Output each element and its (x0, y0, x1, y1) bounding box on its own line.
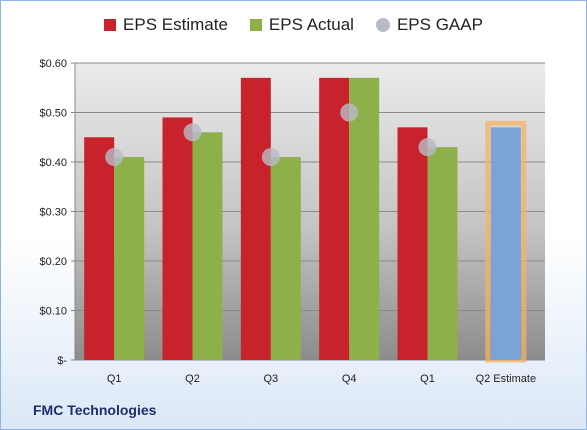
y-tick-label: $0.40 (39, 157, 67, 169)
legend: EPS Estimate EPS Actual EPS GAAP (1, 15, 586, 35)
legend-item-eps-estimate: EPS Estimate (104, 15, 228, 35)
bar-eps-actual (349, 77, 380, 360)
x-tick-label: Q3 (263, 373, 278, 385)
y-tick-label: $0.60 (39, 58, 67, 70)
legend-item-eps-gaap: EPS GAAP (375, 15, 483, 35)
marker-eps-gaap (105, 148, 124, 167)
legend-swatch-eps-actual (249, 19, 262, 31)
x-tick-label: Q2 (185, 373, 200, 385)
legend-label-eps-estimate: EPS Estimate (123, 15, 228, 34)
x-tick-label: Q1 (107, 373, 122, 385)
bar-eps-actual (427, 147, 458, 360)
bar-eps-estimate (84, 137, 115, 360)
y-tick-label: $0.30 (39, 207, 67, 219)
legend-swatch-eps-gaap (375, 18, 390, 32)
y-tick-label: $0.10 (39, 306, 67, 318)
bar-eps-actual (192, 132, 223, 360)
legend-swatch-eps-estimate (104, 19, 117, 31)
marker-eps-gaap (340, 103, 359, 122)
legend-item-eps-actual: EPS Actual (249, 15, 354, 35)
x-tick-label: Q4 (342, 373, 357, 385)
bar-eps-estimate (319, 77, 350, 360)
x-tick-label: Q2 Estimate (476, 373, 537, 385)
bar-eps-estimate (397, 127, 428, 360)
marker-eps-gaap (261, 148, 280, 167)
marker-eps-gaap (418, 138, 437, 157)
bar-eps-actual (114, 157, 145, 360)
y-tick-label: $0.20 (39, 256, 67, 268)
bar-eps-estimate (240, 77, 271, 360)
bar-eps-estimate (162, 117, 193, 360)
bar-eps-actual (270, 157, 301, 360)
marker-eps-gaap (183, 123, 202, 142)
legend-label-eps-gaap: EPS GAAP (396, 15, 483, 34)
y-tick-label: $0.50 (39, 108, 67, 120)
company-name: FMC Technologies (33, 402, 157, 418)
legend-label-eps-actual: EPS Actual (268, 15, 354, 34)
bar-q2-estimate (490, 127, 521, 360)
y-tick-label: $- (57, 355, 67, 367)
x-tick-label: Q1 (420, 373, 435, 385)
